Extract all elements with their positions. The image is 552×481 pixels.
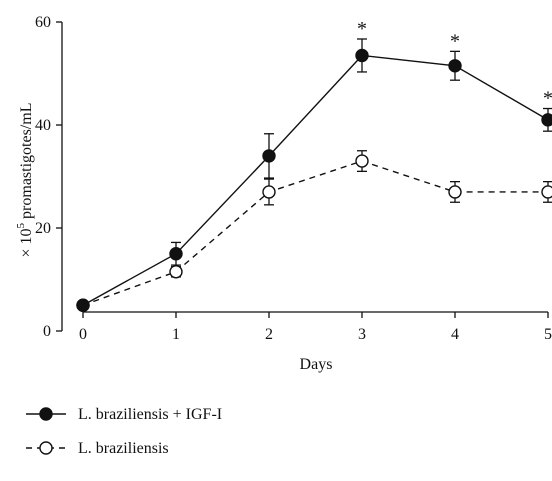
- y-tick-label: 0: [43, 323, 51, 340]
- legend-item: L. braziliensis: [26, 440, 169, 457]
- x-tick-label: 4: [451, 326, 459, 343]
- legend: L. braziliensis + IGF-I L. braziliensis: [26, 406, 222, 457]
- significance-annotations: * * *: [357, 18, 552, 110]
- data-point: [541, 185, 552, 199]
- y-axis-label-superscript: 5: [15, 222, 27, 228]
- x-axis-label: Days: [300, 356, 333, 373]
- data-point: [262, 149, 276, 163]
- legend-label: L. braziliensis: [78, 440, 169, 457]
- y-ticks: 0 20 40 60: [35, 14, 62, 340]
- data-point: [355, 154, 369, 168]
- series-1: [76, 150, 552, 312]
- data-point: [169, 247, 183, 261]
- y-axis-label-suffix: promastigotes/mL: [18, 103, 35, 223]
- significance-asterisk: *: [543, 88, 552, 110]
- axes: 0 20 40 60 0 1 2 3 4 5: [35, 14, 552, 343]
- y-tick-label: 40: [35, 117, 51, 134]
- y-tick-label: 60: [35, 14, 51, 31]
- y-tick-label: 20: [35, 220, 51, 237]
- legend-label: L. braziliensis + IGF-I: [78, 406, 222, 423]
- plot-area: [76, 38, 552, 312]
- data-point: [448, 185, 462, 199]
- data-point: [355, 48, 369, 63]
- x-ticks: 0 1 2 3 4 5: [79, 312, 552, 343]
- data-point: [169, 265, 183, 279]
- y-axis-label-prefix: × 10: [18, 228, 35, 257]
- legend-marker: [39, 407, 53, 421]
- series-line: [82, 160, 548, 306]
- x-tick-label: 2: [265, 326, 273, 343]
- series-0: [76, 38, 552, 312]
- significance-asterisk: *: [450, 30, 460, 52]
- y-axis-label: × 105 promastigotes/mL: [15, 103, 35, 258]
- data-point: [541, 113, 552, 127]
- data-point: [262, 185, 276, 199]
- x-tick-label: 3: [358, 326, 366, 343]
- x-tick-label: 5: [544, 326, 552, 343]
- series-line: [82, 54, 549, 306]
- legend-marker: [39, 441, 53, 455]
- data-point: [76, 298, 90, 312]
- x-tick-label: 1: [172, 326, 180, 343]
- legend-item: L. braziliensis + IGF-I: [26, 406, 222, 423]
- significance-asterisk: *: [357, 18, 367, 40]
- x-tick-label: 0: [79, 326, 87, 343]
- data-point: [448, 59, 462, 73]
